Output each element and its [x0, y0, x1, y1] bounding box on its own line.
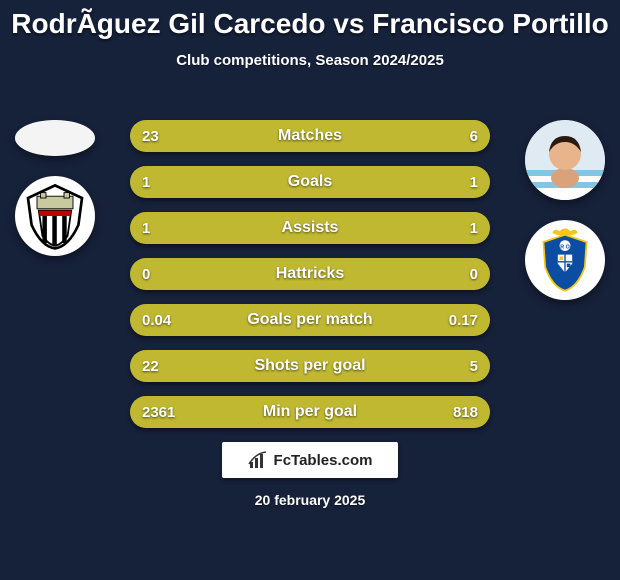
left-player-column: [10, 120, 100, 256]
stat-label: Min per goal: [130, 396, 490, 428]
page-subtitle: Club competitions, Season 2024/2025: [0, 52, 620, 69]
page-title: RodrÃ­guez Gil Carcedo vs Francisco Port…: [0, 0, 620, 40]
stat-label: Goals per match: [130, 304, 490, 336]
branding-badge[interactable]: FcTables.com: [222, 442, 398, 478]
stat-label: Hattricks: [130, 258, 490, 290]
oviedo-badge-icon: R O: [529, 224, 601, 296]
stat-row: 225Shots per goal: [130, 350, 490, 382]
stat-label: Shots per goal: [130, 350, 490, 382]
stat-row: 00Hattricks: [130, 258, 490, 290]
svg-text:R O: R O: [560, 244, 570, 250]
footer-date: 20 february 2025: [0, 492, 620, 508]
silhouette-icon: [15, 120, 95, 156]
stat-label: Matches: [130, 120, 490, 152]
stat-row: 2361818Min per goal: [130, 396, 490, 428]
stat-row: 11Assists: [130, 212, 490, 244]
player-photo-icon: [525, 120, 605, 200]
stat-bars: 236Matches 11Goals 11Assists 00Hattricks 0.0…: [130, 120, 490, 428]
right-club-badge: R O: [525, 220, 605, 300]
stat-row: 0.040.17Goals per match: [130, 304, 490, 336]
left-club-badge: [15, 176, 95, 256]
chart-icon: [248, 450, 268, 470]
right-player-avatar: [525, 120, 605, 200]
stat-row: 236Matches: [130, 120, 490, 152]
stat-label: Goals: [130, 166, 490, 198]
comparison-card: RodrÃ­guez Gil Carcedo vs Francisco Port…: [0, 0, 620, 580]
right-player-column: R O: [520, 120, 610, 300]
left-player-avatar: [15, 120, 95, 156]
stat-label: Assists: [130, 212, 490, 244]
branding-label: FcTables.com: [274, 452, 373, 469]
stat-row: 11Goals: [130, 166, 490, 198]
albacete-badge-icon: [19, 180, 91, 252]
